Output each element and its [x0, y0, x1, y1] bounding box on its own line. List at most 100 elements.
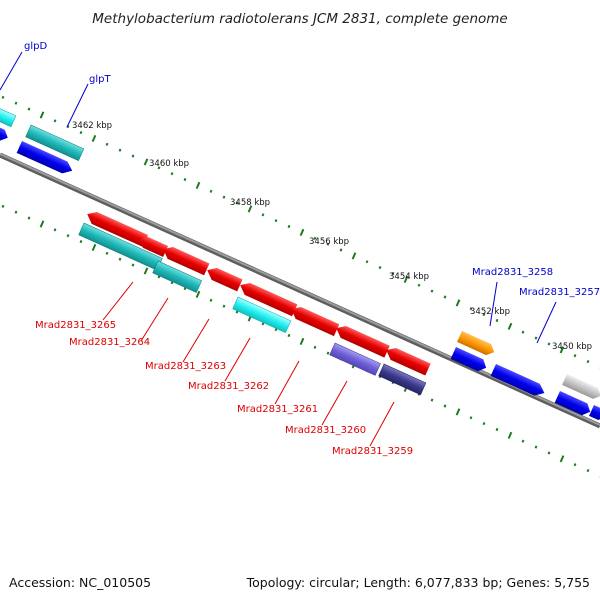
tick-mark [365, 260, 369, 264]
tick-mark [351, 252, 357, 260]
tick-mark [66, 234, 70, 238]
tick-mark [1, 204, 5, 208]
tick-mark [195, 181, 201, 190]
tick-mark [430, 398, 434, 402]
tick-label: 3456 kbp [309, 237, 349, 247]
tick-label: 3460 kbp [149, 159, 189, 169]
tick-mark [521, 330, 525, 334]
gene-arrow-red-3260[interactable] [333, 323, 390, 358]
tick-mark [131, 263, 135, 267]
tick-mark [105, 251, 109, 255]
gene-arrow-blue-left[interactable] [0, 124, 10, 143]
tick-label: 3452 kbp [470, 307, 510, 317]
tick-mark [247, 205, 253, 213]
tick-mark [443, 295, 447, 299]
tick-mark [326, 242, 330, 246]
tick-mark [27, 107, 31, 111]
tick-mark [586, 360, 590, 364]
gene-label-3262[interactable]: Mrad2831_3262 [188, 381, 269, 392]
tick-mark [495, 318, 499, 323]
gene-label-glpD[interactable]: glpD [24, 41, 47, 52]
tick-mark [118, 257, 122, 261]
tick-mark [313, 236, 317, 240]
gene-features [0, 105, 600, 423]
tick-mark [235, 201, 239, 205]
gene-arrow-red-3262a[interactable] [204, 265, 243, 292]
genome-backbone [0, 152, 600, 429]
tick-mark [326, 351, 330, 355]
gene-arrow-blue-right-2[interactable] [589, 405, 600, 423]
gene-arrow-blue-right-1[interactable] [554, 391, 593, 418]
tick-mark [91, 243, 97, 252]
gene-arrow-blue-3257[interactable] [490, 364, 547, 399]
genome-summary-text: Topology: circular; Length: 6,077,833 bp… [246, 575, 590, 590]
tick-mark [287, 224, 291, 229]
tick-mark [53, 119, 57, 123]
gene-arrow-red-3262b[interactable] [237, 280, 298, 317]
gene-label-3259[interactable]: Mrad2831_3259 [332, 446, 413, 457]
tick-mark [507, 431, 513, 439]
tick-mark [183, 178, 187, 182]
tick-mark [313, 345, 317, 349]
tick-mark [235, 310, 239, 314]
tick-mark [507, 322, 513, 330]
gene-arrow-grey-right[interactable] [562, 374, 600, 401]
tick-label: 3458 kbp [230, 198, 270, 208]
gene-arrow-red-3261[interactable] [288, 304, 340, 337]
tick-mark [547, 451, 551, 455]
gene-label-3260[interactable]: Mrad2831_3260 [285, 425, 366, 436]
tick-label: 3462 kbp [72, 121, 112, 131]
tick-mark [417, 283, 421, 287]
gene-arrow-blue-glpT[interactable] [16, 141, 75, 177]
gene-arrow-red-3259[interactable] [383, 345, 431, 376]
tick-mark [559, 455, 565, 463]
tick-mark [1, 95, 5, 99]
gene-label-3263[interactable]: Mrad2831_3263 [145, 361, 226, 372]
tick-mark [299, 337, 305, 346]
outer-tick-track [1, 95, 600, 369]
label-leader-lines [0, 51, 557, 447]
gene-arrow-red-3265[interactable] [84, 209, 149, 247]
gene-box-purple-3260[interactable] [329, 342, 381, 376]
gene-arrow-cyan-left[interactable] [0, 105, 17, 128]
gene-arrow-teal-glpT[interactable] [25, 124, 85, 162]
gene-label-3265[interactable]: Mrad2831_3265 [35, 320, 116, 331]
tick-mark [143, 267, 149, 275]
gene-box-navy-3259[interactable] [378, 363, 427, 396]
tick-mark [91, 134, 97, 143]
tick-mark [403, 275, 409, 284]
gene-label-glpT[interactable]: glpT [89, 74, 111, 85]
gene-arrow-red-3264[interactable] [137, 234, 169, 257]
tick-mark [469, 307, 473, 311]
tick-mark [27, 216, 31, 220]
tick-mark [559, 346, 565, 354]
tick-mark [143, 158, 149, 166]
tick-mark [131, 154, 135, 158]
gene-arrow-orange-3258[interactable] [457, 331, 497, 358]
tick-mark [209, 189, 213, 193]
tick-mark [391, 271, 395, 276]
gene-box-teal-3264[interactable] [152, 260, 203, 293]
gene-label-3257[interactable]: Mrad2831_3257 [519, 287, 600, 298]
gene-box-cyan-3262[interactable] [232, 296, 292, 334]
gene-arrow-blue-3258[interactable] [450, 347, 489, 374]
tick-mark [378, 266, 382, 270]
tick-mark [586, 469, 590, 473]
tick-label: 3454 kbp [389, 272, 429, 282]
gene-label-3264[interactable]: Mrad2831_3264 [69, 337, 150, 348]
tick-mark [261, 213, 265, 217]
gene-arrow-red-3263[interactable] [160, 244, 210, 276]
tick-mark [299, 228, 305, 237]
tick-label: 3450 kbp [552, 342, 592, 352]
map-title: Methylobacterium radiotolerans JCM 2831,… [92, 11, 507, 27]
tick-mark [469, 416, 473, 420]
tick-mark [274, 328, 278, 332]
tick-mark [39, 220, 45, 228]
tick-mark [222, 195, 226, 199]
tick-mark [53, 228, 57, 232]
tick-mark [118, 148, 122, 152]
tick-labels: 3462 kbp 3460 kbp 3458 kbp 3456 kbp 3454… [72, 121, 592, 352]
gene-label-3261[interactable]: Mrad2831_3261 [237, 404, 318, 415]
tick-mark [455, 299, 461, 307]
gene-label-3258[interactable]: Mrad2831_3258 [472, 267, 553, 278]
